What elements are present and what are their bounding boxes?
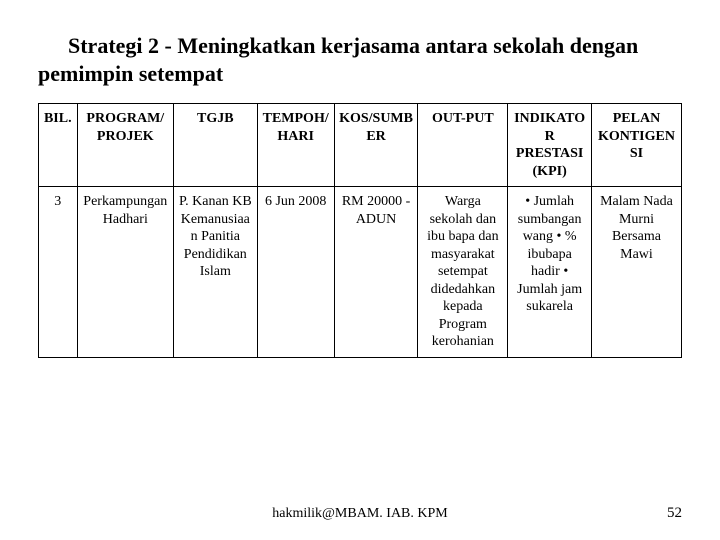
- header-program: PROGRAM/ PROJEK: [77, 104, 173, 187]
- header-kpi: INDIKATOR PRESTASI (KPI): [508, 104, 592, 187]
- cell-kos: RM 20000 - ADUN: [334, 187, 418, 358]
- header-kos: KOS/SUMBER: [334, 104, 418, 187]
- strategy-table: BIL. PROGRAM/ PROJEK TGJB TEMPOH/ HARI K…: [38, 103, 682, 358]
- slide-page: { "title": "Strategi 2 - Meningkatkan ke…: [0, 0, 720, 540]
- table-header-row: BIL. PROGRAM/ PROJEK TGJB TEMPOH/ HARI K…: [39, 104, 682, 187]
- header-bil: BIL.: [39, 104, 78, 187]
- footer-page-number: 52: [667, 505, 682, 522]
- header-tgjb: TGJB: [174, 104, 258, 187]
- cell-tgjb: P. Kanan KB Kemanusiaan Panitia Pendidik…: [174, 187, 258, 358]
- cell-output: Warga sekolah dan ibu bapa dan masyaraka…: [418, 187, 508, 358]
- cell-bil: 3: [39, 187, 78, 358]
- footer-credit: hakmilik@MBAM. IAB. KPM: [0, 506, 720, 522]
- header-output: OUT-PUT: [418, 104, 508, 187]
- cell-program: Perkampungan Hadhari: [77, 187, 173, 358]
- header-pelan: PELAN KONTIGENSI: [591, 104, 681, 187]
- cell-pelan: Malam Nada Murni Bersama Mawi: [591, 187, 681, 358]
- cell-tempoh: 6 Jun 2008: [257, 187, 334, 358]
- table-row: 3 Perkampungan Hadhari P. Kanan KB Keman…: [39, 187, 682, 358]
- header-tempoh: TEMPOH/ HARI: [257, 104, 334, 187]
- cell-kpi: • Jumlah sumbangan wang • % ibubapa hadi…: [508, 187, 592, 358]
- page-title: Strategi 2 - Meningkatkan kerjasama anta…: [38, 32, 682, 87]
